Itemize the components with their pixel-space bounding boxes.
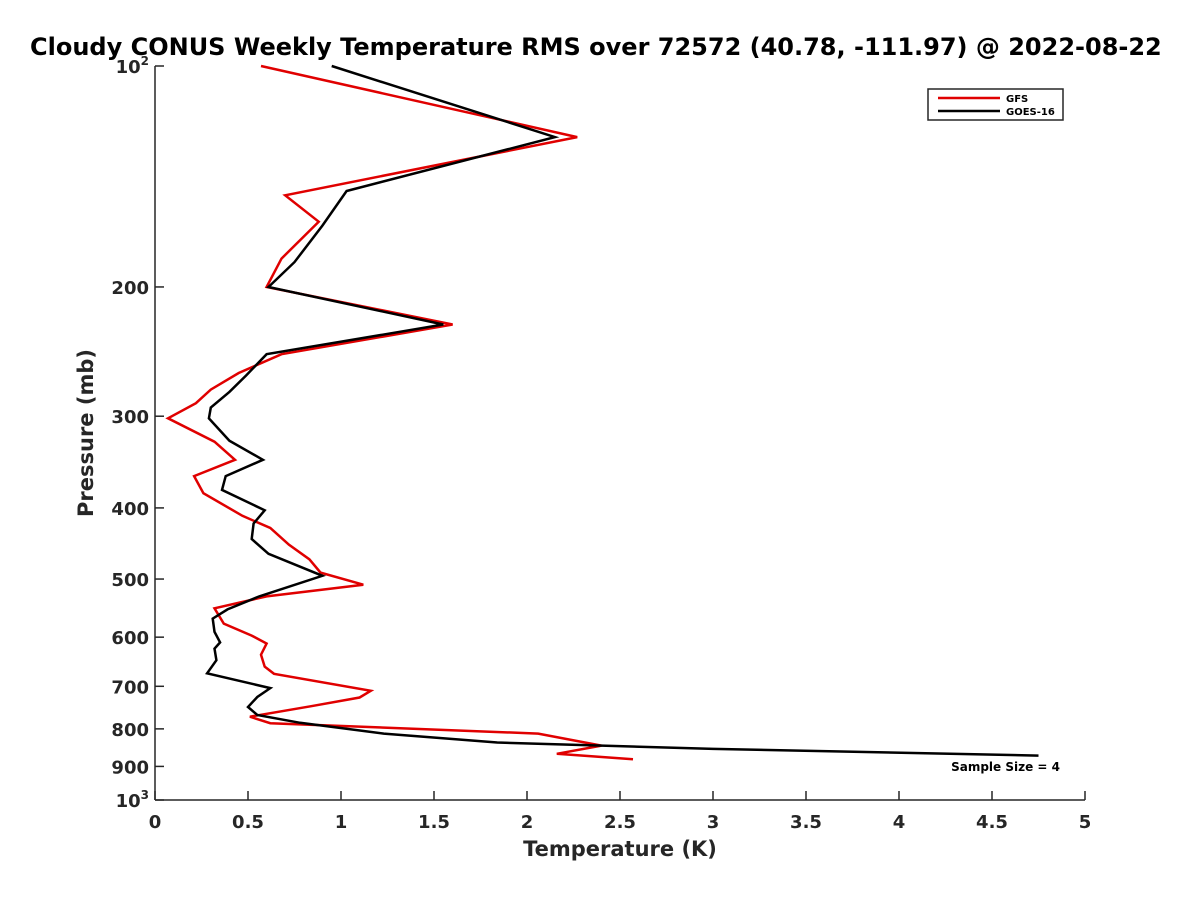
y-ticks: 102 200 300 400 500 600 700 800 900 103: [111, 54, 164, 812]
y-tick-label: 200: [111, 278, 149, 299]
y-tick-label: 300: [111, 407, 149, 428]
sample-size-annotation: Sample Size = 4: [951, 760, 1060, 774]
y-axis-label: Pressure (mb): [74, 349, 98, 517]
y-tick-label: 700: [111, 677, 149, 698]
x-tick-label: 0: [149, 812, 162, 833]
y-tick-label: 103: [116, 788, 149, 812]
legend: GFS GOES-16: [927, 88, 1064, 121]
x-ticks: 0 0.5 1 1.5 2 2.5 3 3.5 4 4.5 5: [149, 791, 1092, 833]
x-tick-label: 1: [335, 812, 348, 833]
x-tick-label: 1.5: [418, 812, 450, 833]
x-tick-label: 5: [1079, 812, 1092, 833]
x-tick-label: 4: [893, 812, 906, 833]
x-axis-label: Temperature (K): [523, 837, 717, 861]
series-line-gfs: [165, 64, 634, 761]
legend-entry-label: GOES-16: [1006, 107, 1055, 118]
x-tick-label: 2: [521, 812, 534, 833]
series-line-goes-16: [205, 64, 1039, 757]
y-tick-label: 900: [111, 757, 149, 778]
legend-box: [927, 88, 1064, 121]
y-tick-label: 500: [111, 570, 149, 591]
y-tick-label: 102: [116, 54, 149, 78]
y-tick-label: 800: [111, 720, 149, 741]
y-tick-label: 600: [111, 628, 149, 649]
x-tick-label: 2.5: [604, 812, 636, 833]
x-tick-label: 3.5: [790, 812, 822, 833]
axes: [154, 66, 1085, 801]
y-tick-label: 400: [111, 499, 149, 520]
chart-title: Cloudy CONUS Weekly Temperature RMS over…: [30, 33, 1162, 61]
legend-entry-label: GFS: [1006, 94, 1028, 105]
series-layer: [165, 64, 1039, 761]
x-tick-label: 4.5: [976, 812, 1008, 833]
x-tick-label: 3: [707, 812, 720, 833]
x-tick-label: 0.5: [232, 812, 264, 833]
